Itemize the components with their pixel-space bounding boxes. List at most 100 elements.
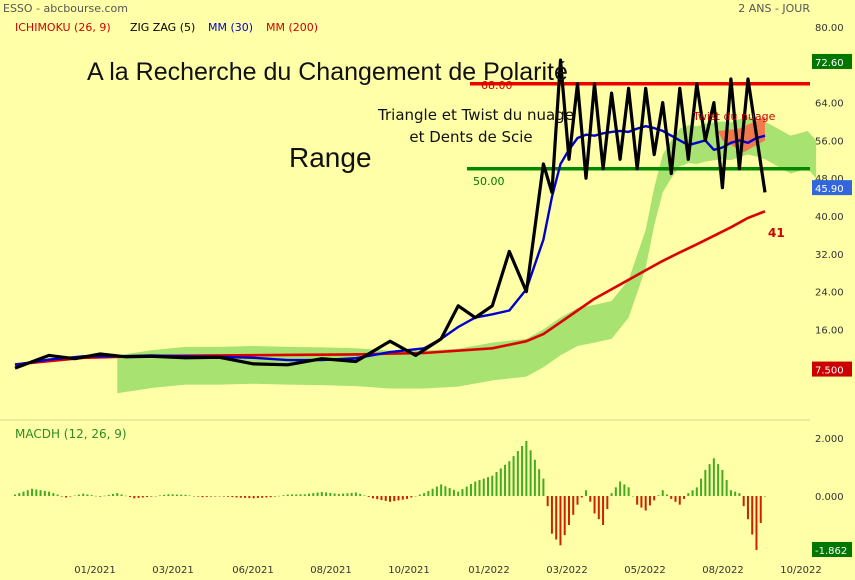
macd-bar (452, 489, 455, 496)
macd-bar (367, 496, 370, 497)
macd-bar (163, 494, 166, 496)
macd-bar (14, 494, 16, 496)
macd-bar (167, 494, 170, 496)
macd-bar (708, 464, 711, 496)
macd-bar (120, 494, 123, 496)
macd-bar (154, 496, 157, 497)
ichimoku-cloud (117, 116, 817, 394)
macd-tick-label: 2.000 (815, 434, 844, 445)
macd-bar (316, 492, 319, 496)
macd-bar (525, 440, 528, 496)
y-tick-label: 16.00 (815, 325, 844, 336)
macd-bar (342, 493, 345, 496)
macd-bar (589, 496, 592, 502)
macd-bar (448, 488, 451, 496)
macd-bar (414, 496, 417, 497)
macd-bar (499, 468, 502, 496)
macd-bar (665, 494, 668, 496)
macd-bar (406, 496, 409, 499)
value-tag-box (812, 361, 852, 377)
macd-bar (69, 496, 72, 497)
macd-bar (461, 489, 464, 496)
x-tick-label: 08/2021 (310, 565, 352, 576)
macd-tag-box (812, 541, 852, 557)
y-tick-label: 56.00 (815, 136, 844, 147)
macd-bar (197, 496, 200, 497)
macd-bar (82, 493, 85, 496)
macd-bar (516, 451, 519, 496)
price-value-tags: 72.60 45.90 7.500 (812, 53, 852, 377)
x-tick-label: 06/2021 (232, 565, 274, 576)
macd-bar (393, 496, 396, 502)
macd-bar (764, 496, 766, 497)
value-tag-label: 7.500 (815, 366, 844, 377)
macd-bar (533, 459, 536, 496)
macd-bar (290, 494, 293, 496)
macd-bar (371, 496, 374, 499)
macd-bar (56, 494, 59, 496)
macd-bar (171, 494, 174, 496)
macd-bar (738, 493, 741, 496)
x-axis: 01/2021 03/2021 06/2021 08/2021 10/2021 01/20… (74, 565, 822, 576)
macd-bar (478, 480, 481, 496)
legend-item: ZIG ZAG (5) (130, 21, 195, 34)
macd-bar (303, 494, 306, 496)
macd-bar (746, 496, 749, 520)
macd-bar (602, 496, 605, 525)
macd-bar (150, 496, 153, 497)
macd-bar (146, 496, 149, 498)
macd-bar (725, 480, 728, 496)
macd-bar (60, 496, 63, 497)
macd-bar (31, 488, 34, 496)
macd-bar (440, 484, 443, 496)
macd-bar (751, 496, 754, 535)
macd-bar (627, 487, 630, 496)
macd-bar (376, 496, 379, 500)
macd-bar (759, 496, 762, 523)
macd-bar (244, 496, 247, 498)
value-tag-box (812, 180, 852, 196)
subtitle-line-2: et Dents de Scie (409, 128, 532, 146)
macd-bar (99, 496, 102, 497)
x-tick-label: 01/2021 (74, 565, 116, 576)
macd-bar (158, 495, 161, 496)
legend-item: MM (200) (266, 21, 318, 34)
macd-bar (26, 490, 29, 496)
series-line-zig-zag-5 (14, 58, 767, 370)
macd-bar (133, 496, 136, 499)
value-tag-label: 72.60 (815, 58, 844, 69)
value-tag-box (812, 53, 852, 69)
macd-bar (112, 493, 115, 496)
macd-bar (397, 496, 400, 501)
macd-bar (712, 458, 715, 496)
macd-bar (261, 496, 264, 498)
macd-bar (614, 487, 617, 496)
macd-bar (256, 496, 259, 499)
macd-bar (329, 492, 332, 496)
macd-bar (482, 478, 485, 496)
macd-bar (700, 478, 703, 496)
macd-bar (73, 495, 76, 497)
macd-bar (248, 496, 251, 499)
macd-bar (504, 464, 507, 496)
macd-bar (286, 494, 289, 496)
macd-bar (77, 494, 80, 496)
macd-bar (546, 496, 549, 507)
macd-bar (610, 493, 613, 496)
macd-bar (469, 484, 472, 496)
macd-bar (239, 496, 242, 498)
macd-bar (337, 493, 340, 496)
macd-bar (137, 496, 140, 498)
macd-bar (491, 475, 494, 496)
y-tick-label: 48.00 (815, 174, 844, 185)
macd-bar (18, 493, 21, 496)
macd-bar (94, 495, 97, 497)
macd-bar (597, 496, 600, 520)
macd-bar (427, 490, 430, 496)
macd-bar (384, 496, 387, 501)
macd-bar (435, 486, 438, 496)
macd-bar (325, 492, 328, 496)
legend-item: ICHIMOKU (26, 9) (15, 21, 111, 34)
macd-bar (572, 496, 575, 515)
